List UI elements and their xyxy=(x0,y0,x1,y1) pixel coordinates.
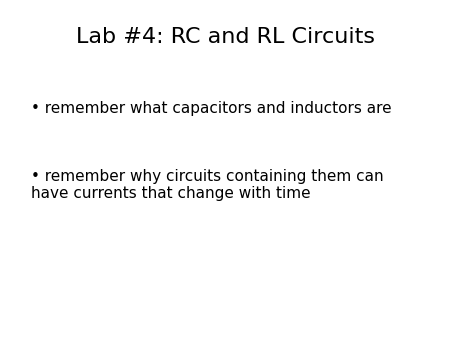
Text: Lab #4: RC and RL Circuits: Lab #4: RC and RL Circuits xyxy=(76,27,374,47)
Text: • remember why circuits containing them can
have currents that change with time: • remember why circuits containing them … xyxy=(31,169,383,201)
Text: • remember what capacitors and inductors are: • remember what capacitors and inductors… xyxy=(31,101,391,116)
